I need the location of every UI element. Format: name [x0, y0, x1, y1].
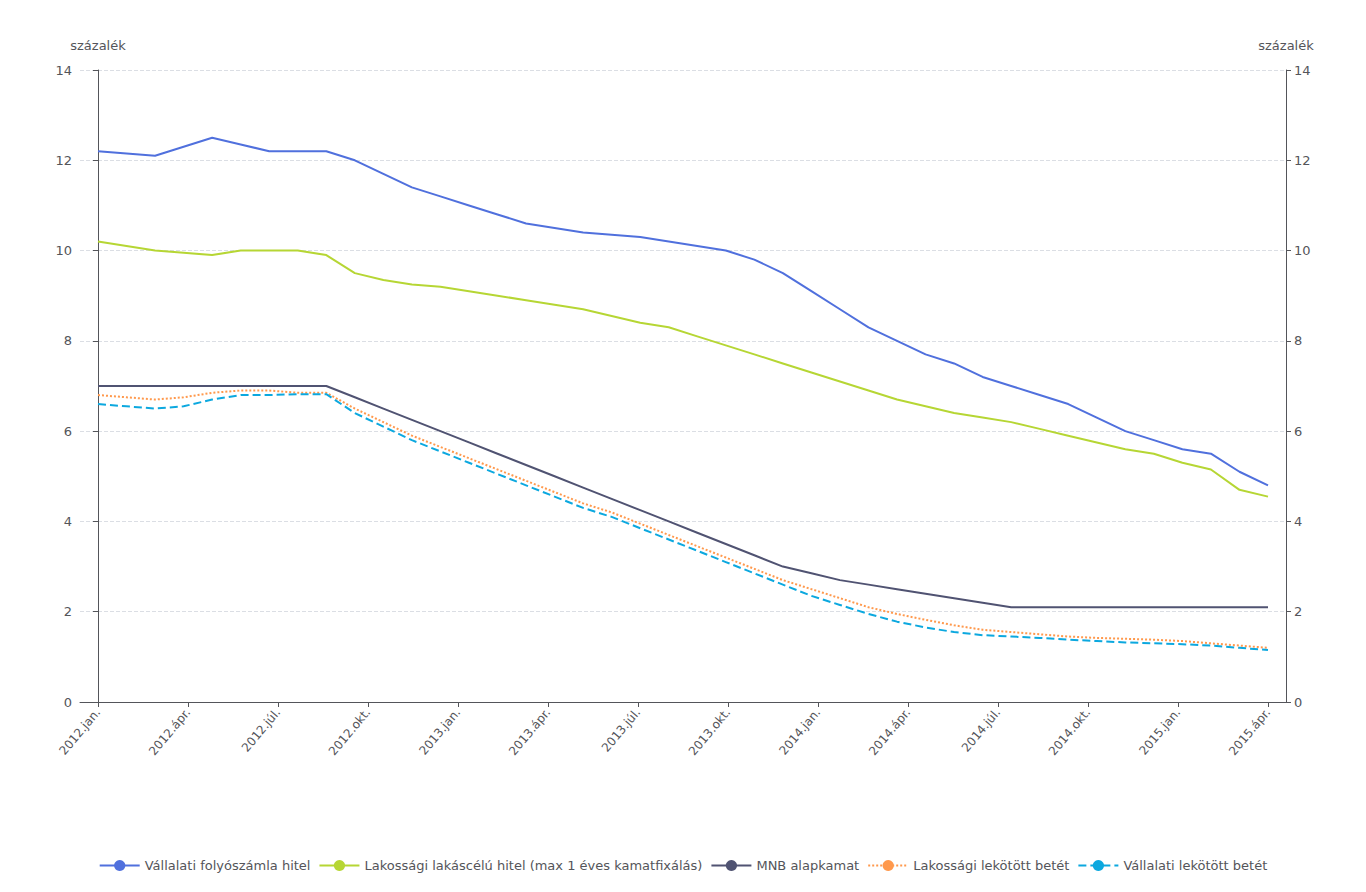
svg-text:4: 4	[1294, 514, 1302, 529]
svg-text:2015.ápr.: 2015.ápr.	[1226, 705, 1273, 758]
svg-text:MNB alapkamat: MNB alapkamat	[756, 858, 859, 873]
svg-text:14: 14	[1294, 63, 1311, 78]
svg-text:0: 0	[64, 695, 72, 710]
svg-text:12: 12	[55, 153, 72, 168]
svg-text:12: 12	[1294, 153, 1311, 168]
svg-text:2015.jan.: 2015.jan.	[1136, 705, 1183, 757]
svg-text:2: 2	[1294, 604, 1302, 619]
svg-text:Lakossági lekötött betét: Lakossági lekötött betét	[913, 858, 1069, 873]
svg-text:2014.ápr.: 2014.ápr.	[866, 705, 913, 758]
svg-text:2014.okt.: 2014.okt.	[1046, 705, 1093, 758]
svg-text:2012.júl.: 2012.júl.	[239, 705, 283, 754]
svg-text:2013.júl.: 2013.júl.	[599, 705, 643, 754]
svg-text:6: 6	[64, 424, 72, 439]
svg-text:százalék: százalék	[70, 38, 126, 53]
svg-text:4: 4	[64, 514, 72, 529]
svg-text:Vállalati folyószámla hitel: Vállalati folyószámla hitel	[145, 858, 311, 873]
svg-text:10: 10	[1294, 243, 1311, 258]
svg-text:2012.okt.: 2012.okt.	[326, 705, 373, 758]
svg-text:6: 6	[1294, 424, 1302, 439]
svg-text:százalék: százalék	[1258, 38, 1314, 53]
svg-text:2: 2	[64, 604, 72, 619]
svg-text:2014.jan.: 2014.jan.	[776, 705, 823, 757]
svg-text:2014.júl.: 2014.júl.	[959, 705, 1003, 754]
svg-text:10: 10	[55, 243, 72, 258]
svg-text:2013.jan.: 2013.jan.	[416, 705, 463, 757]
svg-text:Vállalati lekötött betét: Vállalati lekötött betét	[1123, 858, 1267, 873]
svg-text:8: 8	[64, 333, 72, 348]
svg-text:2012.jan.: 2012.jan.	[56, 705, 103, 757]
svg-text:2013.okt.: 2013.okt.	[686, 705, 733, 758]
svg-text:14: 14	[55, 63, 72, 78]
svg-text:2012.ápr.: 2012.ápr.	[146, 705, 193, 758]
svg-text:Lakossági lakáscélú hitel (max: Lakossági lakáscélú hitel (max 1 éves ka…	[364, 858, 702, 873]
svg-text:0: 0	[1294, 695, 1302, 710]
svg-text:2013.ápr.: 2013.ápr.	[506, 705, 553, 758]
svg-text:8: 8	[1294, 333, 1302, 348]
